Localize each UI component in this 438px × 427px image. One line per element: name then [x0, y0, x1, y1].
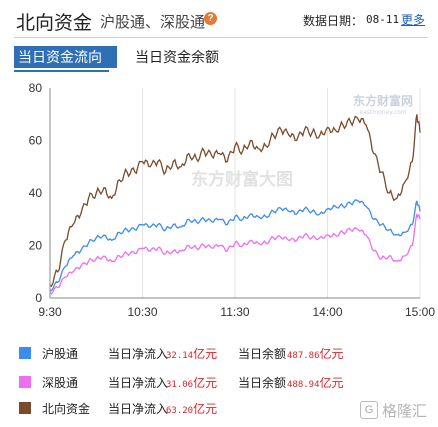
page-title: 北向资金	[16, 13, 93, 34]
y-tick-label: 80	[29, 81, 43, 95]
legend-row-north[interactable]: 北向资金 当日净流入 63.20亿元	[0, 397, 438, 421]
series-line-0	[49, 114, 421, 288]
active-tab-indicator	[14, 70, 109, 72]
brand-watermark: G 格隆汇	[360, 398, 434, 422]
legend-name: 深股通	[42, 376, 79, 390]
balance-value: 488.94亿元	[287, 376, 344, 390]
balance-label: 当日余额	[238, 376, 287, 390]
header-divider	[14, 37, 428, 38]
net-inflow-label: 当日净流入	[108, 347, 169, 361]
net-inflow-label: 当日净流入	[108, 376, 169, 390]
watermark-center: 东方财富大图	[191, 169, 293, 190]
date-value: 08-11	[366, 13, 400, 26]
brand-logo-icon: G	[360, 401, 378, 419]
more-link[interactable]: 更多	[401, 13, 426, 27]
brand-text: 格隆汇	[382, 403, 428, 420]
watermark-logo: 东方财富网	[353, 93, 413, 108]
legend-name: 沪股通	[42, 347, 79, 361]
y-tick-label: 0	[35, 291, 42, 305]
balance-label: 当日余额	[238, 347, 287, 361]
grid-layer	[142, 88, 421, 298]
tab-daily-balance[interactable]: 当日资金余额	[135, 49, 219, 65]
net-inflow-value: 31.06亿元	[166, 376, 218, 390]
series-line-1	[49, 199, 421, 292]
date-label: 数据日期：	[303, 14, 364, 28]
y-tick-label: 40	[29, 186, 43, 200]
legend-row-sgt[interactable]: 深股通 当日净流入 31.06亿元 当日余额 488.94亿元	[0, 371, 438, 395]
legend-swatch-hgt	[19, 347, 31, 359]
net-inflow-value: 32.14亿元	[166, 347, 218, 361]
x-tick-label: 15:00	[405, 305, 435, 319]
line-chart: 东方财富大图 东方财富网 eastmoney.com 9:30 10:30 11:3…	[29, 81, 436, 319]
legend-row-hgt[interactable]: 沪股通 当日净流入 32.14亿元 当日余额 487.86亿元	[0, 342, 438, 366]
y-tick-label: 20	[29, 239, 43, 253]
series-layer	[49, 114, 421, 295]
x-tick-label: 11:30	[220, 305, 249, 319]
series-line-2	[49, 213, 421, 295]
axis-layer: 9:30 10:30 11:30 14:00 15:00 0 20 40 60 80	[29, 81, 436, 319]
x-tick-label: 9:30	[38, 305, 62, 319]
legend-swatch-sgt	[19, 376, 31, 388]
x-tick-label: 14:00	[312, 305, 342, 319]
watermark-logo-sub: eastmoney.com	[359, 109, 406, 116]
net-inflow-value: 63.20亿元	[166, 402, 218, 416]
page-subtitle: 沪股通、深股通	[100, 14, 206, 31]
tab-daily-flow[interactable]: 当日资金流向	[14, 46, 117, 68]
header: 北向资金 沪股通、深股通 ? 数据日期： 08-11 更多	[0, 0, 438, 40]
net-inflow-label: 当日净流入	[108, 402, 169, 416]
y-tick-label: 60	[29, 134, 43, 148]
help-icon[interactable]: ?	[204, 12, 217, 25]
balance-value: 487.86亿元	[287, 347, 344, 361]
x-tick-label: 10:30	[127, 305, 157, 319]
legend-name: 北向资金	[42, 402, 91, 416]
watermark: 东方财富大图 东方财富网 eastmoney.com	[191, 93, 413, 190]
legend-swatch-north	[19, 402, 31, 414]
